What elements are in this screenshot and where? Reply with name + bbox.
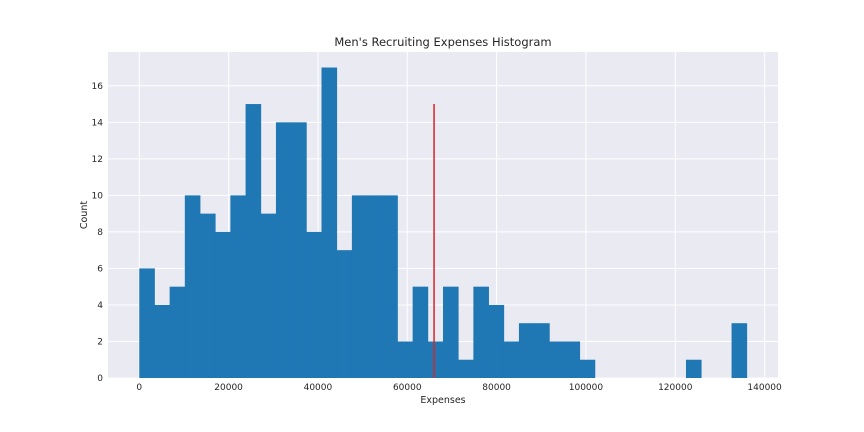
histogram-bar — [321, 67, 338, 379]
histogram-bar — [215, 231, 231, 378]
x-tick-label: 20000 — [214, 383, 243, 393]
histogram-bar — [412, 286, 429, 378]
histogram-bar — [397, 341, 414, 378]
y-tick-label: 8 — [97, 228, 103, 238]
x-tick-label: 100000 — [569, 383, 604, 393]
histogram-bar — [534, 323, 550, 378]
histogram-bar — [291, 122, 307, 379]
histogram-bar — [443, 286, 459, 378]
x-tick-label: 80000 — [482, 383, 511, 393]
y-tick-label: 4 — [97, 301, 103, 311]
histogram-bar — [139, 268, 155, 378]
x-tick-label: 140000 — [747, 383, 782, 393]
y-tick-label: 14 — [92, 118, 104, 128]
histogram-bar — [503, 341, 520, 378]
histogram-bar — [564, 341, 581, 378]
x-tick-label: 0 — [136, 383, 142, 393]
histogram-bar — [367, 195, 383, 378]
histogram-bar — [579, 359, 596, 378]
histogram-bar — [473, 286, 489, 378]
histogram-bar — [731, 323, 748, 378]
y-axis-label: Count — [79, 201, 90, 229]
histogram-bar — [169, 286, 186, 378]
histogram-bar — [306, 231, 322, 378]
y-tick-label: 16 — [92, 82, 104, 92]
histogram-bar — [245, 104, 262, 379]
x-tick-label: 60000 — [393, 383, 422, 393]
y-axis-ticks: 0 2 4 6 8 10 12 14 16 — [92, 82, 104, 384]
histogram-bar — [458, 359, 474, 378]
histogram-bar — [260, 213, 277, 378]
histogram-bar — [382, 195, 398, 378]
histogram-bar — [275, 122, 292, 379]
histogram-bar — [685, 359, 702, 378]
histogram-bar — [427, 341, 444, 378]
x-axis-label: Expenses — [420, 395, 465, 406]
x-tick-label: 40000 — [304, 383, 333, 393]
x-axis-ticks: 0 20000 40000 60000 80000 100000 120000 140000 — [136, 383, 782, 393]
histogram-bar — [351, 195, 368, 378]
histogram-bar — [488, 304, 505, 378]
x-tick-label: 120000 — [658, 383, 693, 393]
histogram-bar — [154, 304, 171, 378]
histogram-bar — [336, 250, 353, 378]
y-tick-label: 12 — [92, 155, 103, 165]
histogram-bar — [230, 195, 246, 378]
histogram-bar — [184, 195, 201, 378]
histogram-bar — [200, 213, 216, 378]
histogram-bars — [139, 67, 748, 379]
histogram-bar — [518, 323, 535, 378]
y-tick-label: 10 — [92, 191, 104, 201]
y-tick-label: 0 — [97, 374, 103, 384]
chart-title: Men's Recruiting Expenses Histogram — [334, 35, 551, 49]
y-tick-label: 6 — [97, 264, 103, 274]
histogram-bar — [549, 341, 565, 378]
y-tick-label: 2 — [97, 337, 103, 347]
